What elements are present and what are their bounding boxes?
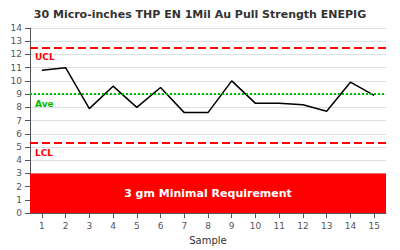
svg-text:11: 11 <box>11 63 22 73</box>
svg-text:10: 10 <box>11 76 23 86</box>
svg-text:Sample: Sample <box>189 235 227 246</box>
svg-text:8: 8 <box>16 102 22 112</box>
svg-text:3: 3 <box>86 221 92 231</box>
svg-text:9: 9 <box>16 89 22 99</box>
svg-text:15: 15 <box>368 221 379 231</box>
svg-text:30 Micro-inches THP EN 1Mil Au: 30 Micro-inches THP EN 1Mil Au Pull Stre… <box>34 8 366 21</box>
svg-text:12: 12 <box>297 221 308 231</box>
svg-text:2: 2 <box>16 182 22 192</box>
svg-text:8: 8 <box>205 221 211 231</box>
svg-text:3 gm Minimal Requirement: 3 gm Minimal Requirement <box>124 187 292 200</box>
svg-text:9: 9 <box>229 221 235 231</box>
svg-text:1: 1 <box>39 221 45 231</box>
svg-text:4: 4 <box>16 155 22 165</box>
svg-text:13: 13 <box>321 221 332 231</box>
svg-text:5: 5 <box>134 221 140 231</box>
svg-text:14: 14 <box>11 23 23 33</box>
svg-text:7: 7 <box>181 221 187 231</box>
svg-text:12: 12 <box>11 49 22 59</box>
svg-text:2: 2 <box>63 221 69 231</box>
svg-text:10: 10 <box>250 221 262 231</box>
svg-text:UCL: UCL <box>35 52 55 62</box>
svg-text:1: 1 <box>16 195 22 205</box>
svg-text:Ave: Ave <box>35 99 54 109</box>
svg-text:4: 4 <box>110 221 116 231</box>
svg-text:6: 6 <box>158 221 164 231</box>
svg-text:LCL: LCL <box>35 148 53 158</box>
svg-text:14: 14 <box>345 221 357 231</box>
svg-text:11: 11 <box>273 221 284 231</box>
svg-text:5: 5 <box>16 142 22 152</box>
svg-text:13: 13 <box>11 36 22 46</box>
svg-text:0: 0 <box>16 208 22 218</box>
svg-text:6: 6 <box>16 129 22 139</box>
svg-text:3: 3 <box>16 168 22 178</box>
svg-text:7: 7 <box>16 116 22 126</box>
